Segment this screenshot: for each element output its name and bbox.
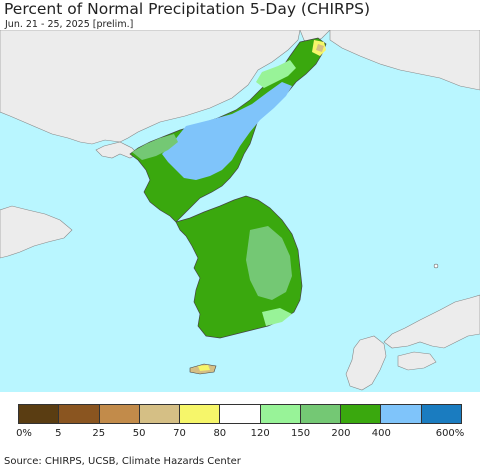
region-tan-ne (316, 44, 324, 52)
legend-label: 120 (250, 428, 270, 439)
region-pale-green-ne (256, 60, 296, 88)
legend-label: 5 (55, 428, 62, 439)
land-ulleungdo (433, 263, 439, 269)
land-japan-honshu (383, 294, 480, 349)
land-japan-shikoku (397, 351, 437, 371)
legend-label: 600% (435, 428, 465, 439)
legend-labels: 0% 5 25 50 70 80 120 150 200 400 600% (0, 428, 480, 442)
legend-swatch (260, 405, 301, 423)
legend-label: 200 (331, 428, 351, 439)
region-yellow-jeju (198, 365, 210, 371)
legend-label: 80 (213, 428, 227, 439)
legend-swatch (300, 405, 342, 423)
legend-swatch (381, 405, 422, 423)
legend-swatch (421, 405, 461, 423)
land-russia (329, 30, 480, 91)
region-light-green-nw (132, 134, 178, 160)
region-pale-green-south (262, 308, 292, 326)
land-china-north (0, 30, 301, 145)
legend-swatch (59, 405, 100, 423)
legend-label: 25 (92, 428, 106, 439)
map-title: Percent of Normal Precipitation 5-Day (C… (4, 0, 371, 18)
legend-swatch (19, 405, 60, 423)
region-light-green-se (246, 226, 292, 300)
legend-label: 70 (173, 428, 186, 439)
land-shandong (0, 205, 73, 259)
legend-label: 150 (290, 428, 311, 439)
land-japan-kyushu (345, 335, 387, 391)
legend-swatch (220, 405, 261, 423)
legend-label: 0% (16, 428, 32, 439)
precipitation-map (0, 30, 480, 392)
legend-swatch (139, 405, 181, 423)
legend-swatch (180, 405, 221, 423)
legend-label: 50 (132, 428, 146, 439)
color-legend (18, 404, 462, 424)
map-subtitle: Jun. 21 - 25, 2025 [prelim.] (5, 19, 134, 30)
legend-swatch (341, 405, 382, 423)
legend-label: 400 (371, 428, 391, 439)
source-credit: Source: CHIRPS, UCSB, Climate Hazards Ce… (4, 456, 241, 467)
region-light-blue-north (162, 82, 292, 180)
legend-swatch (99, 405, 140, 423)
